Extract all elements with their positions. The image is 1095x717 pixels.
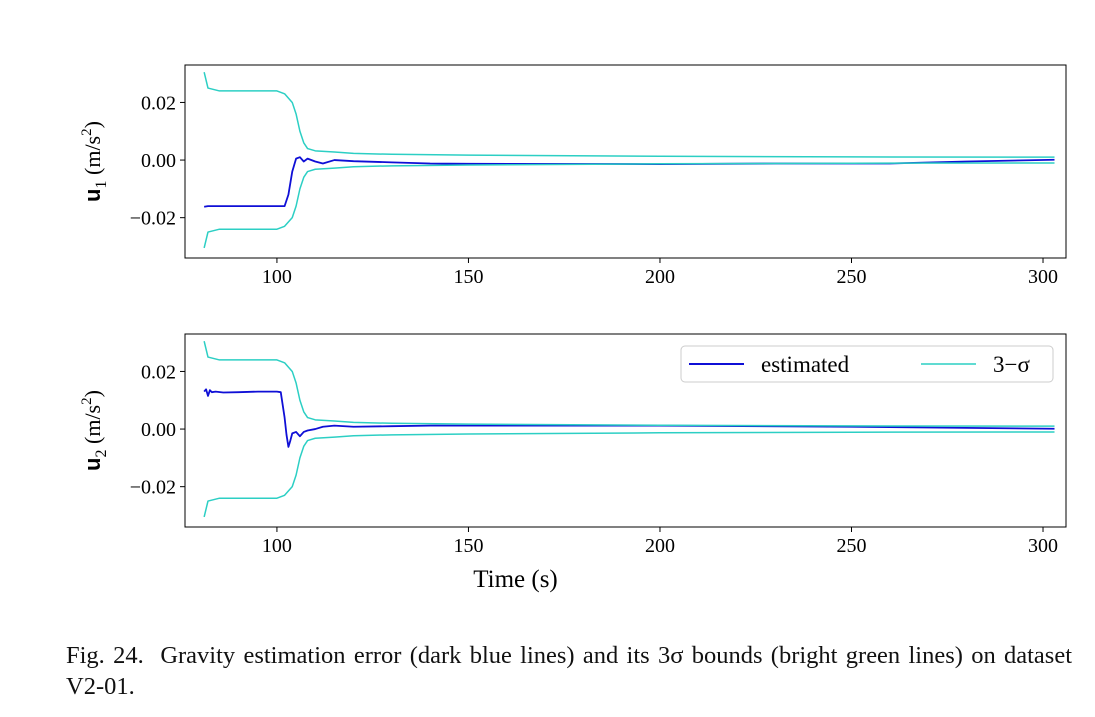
x-tick-label: 250 <box>836 535 866 557</box>
chart-panel-2: 100 150 200 250 300 −0.02 0.00 0.02 u2 (m/s2) Tim… <box>79 333 1067 593</box>
x-tick-label: 100 <box>262 266 292 288</box>
series-bound-line-1 <box>203 341 1055 427</box>
x-tick-label: 100 <box>262 535 292 557</box>
plot-frame <box>184 333 1067 528</box>
series-bound-line-2 <box>203 162 1055 249</box>
caption-prefix: Fig. 24. <box>66 642 144 669</box>
y-tick-label: 0.00 <box>141 419 176 441</box>
y-axis-label: u1 (m/s2) <box>79 121 110 202</box>
figure-caption: Fig. 24. Gravity estimation error (dark … <box>66 640 1072 702</box>
y-tick-label: −0.02 <box>130 208 176 230</box>
x-tick-label: 200 <box>645 266 675 288</box>
caption-text: Gravity estimation error (dark blue line… <box>66 642 1073 700</box>
legend-label-estimated: estimated <box>761 352 850 377</box>
x-tick-label: 200 <box>645 535 675 557</box>
series-bound-line-1 <box>203 72 1055 158</box>
legend-box <box>680 345 1054 383</box>
series-estimated-line <box>203 388 1055 448</box>
x-tick-label: 150 <box>453 266 483 288</box>
y-tick-label: 0.02 <box>141 92 176 114</box>
x-tick-label: 300 <box>1028 535 1058 557</box>
legend-label-bound: 3−σ <box>993 352 1030 377</box>
x-tick-label: 250 <box>836 266 866 288</box>
chart-panel-1: 100 150 200 250 300 −0.02 0.00 0.02 u1 (m/s2) <box>79 64 1067 288</box>
y-axis-label: u2 (m/s2) <box>79 390 110 471</box>
y-tick-label: 0.00 <box>141 150 176 172</box>
plot-frame <box>184 64 1067 259</box>
x-tick-label: 300 <box>1028 266 1058 288</box>
x-axis-label: Time (s) <box>473 566 558 593</box>
y-tick-label: −0.02 <box>130 477 176 499</box>
x-tick-label: 150 <box>453 535 483 557</box>
series-bound-line-2 <box>203 431 1055 518</box>
legend: estimated 3−σ <box>680 345 1054 383</box>
y-tick-label: 0.02 <box>141 361 176 383</box>
